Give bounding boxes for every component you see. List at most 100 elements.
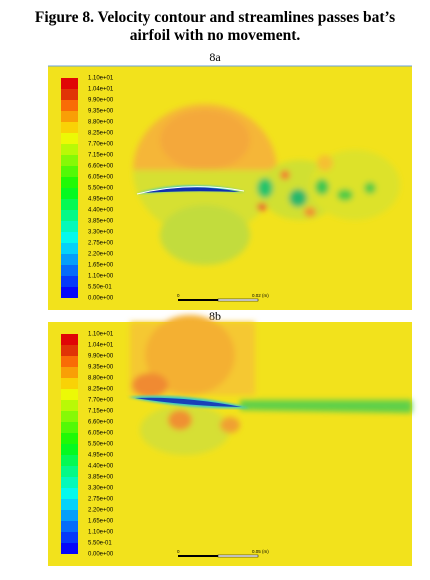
colorbar-swatch (61, 433, 78, 444)
colorbar-label: 5.50e+00 (88, 186, 114, 192)
colorbar-label: 7.15e+00 (88, 153, 114, 159)
colorbar-swatch (61, 111, 78, 122)
colorbar-swatch (61, 188, 78, 199)
colorbar-swatch (61, 400, 78, 411)
colorbar-swatch (61, 210, 78, 221)
colorbar-label: 9.90e+00 (88, 98, 114, 104)
colorbar-label: 1.10e+00 (88, 274, 114, 280)
colorbar-swatch (61, 378, 78, 389)
colorbar-label: 4.95e+00 (88, 453, 114, 459)
colorbar-label: 1.04e+01 (88, 343, 114, 349)
colorbar-swatch (61, 521, 78, 532)
colorbar-label: 1.04e+01 (88, 87, 114, 93)
colorbar-swatch (61, 543, 78, 554)
colorbar-label: 9.90e+00 (88, 354, 114, 360)
scale-label: 0.02 (m) (252, 293, 269, 298)
colorbar-label: 5.50e-01 (88, 541, 112, 547)
airfoil (136, 185, 245, 195)
colorbar-swatch (61, 389, 78, 400)
colorbar-swatch (61, 477, 78, 488)
colorbar-label: 2.75e+00 (88, 497, 114, 503)
colorbar-swatch (61, 488, 78, 499)
colorbar-label: 8.80e+00 (88, 376, 114, 382)
contour-panel: 1.10e+01 1.04e+01 9.90e+00 9.35e+00 8.80e+00… (48, 315, 412, 566)
colorbar-swatch (61, 510, 78, 521)
colorbar-swatch (61, 345, 78, 356)
colorbar-label: 9.35e+00 (88, 365, 114, 371)
colorbar-swatch (61, 122, 78, 133)
colorbar-label: 6.60e+00 (88, 164, 114, 170)
scale-bar (217, 298, 259, 302)
colorbar-label: 9.35e+00 (88, 109, 114, 115)
contours (133, 104, 400, 265)
panel-label: 8b (209, 309, 221, 323)
scale-bar (178, 299, 218, 301)
colorbar-label: 7.70e+00 (88, 398, 114, 404)
colorbar-swatch (61, 276, 78, 287)
colorbar-swatch (61, 466, 78, 477)
colorbar-swatch (61, 334, 78, 345)
colorbar-label: 8.25e+00 (88, 131, 114, 137)
colorbar-swatch (61, 100, 78, 111)
title: Figure 8. Velocity contour and streamlin… (35, 9, 395, 26)
colorbar-label: 4.40e+00 (88, 464, 114, 470)
colorbar-swatch (61, 411, 78, 422)
colorbar-label: 6.05e+00 (88, 431, 114, 437)
colorbar-swatch (61, 89, 78, 100)
scale-label: 0.05 (m) (252, 549, 269, 554)
colorbar-swatch (61, 367, 78, 378)
colorbar-swatch (61, 499, 78, 510)
colorbar-label: 7.15e+00 (88, 409, 114, 415)
colorbar-swatch (61, 455, 78, 466)
colorbar-label: 5.50e+00 (88, 442, 114, 448)
colorbar-label: 4.95e+00 (88, 197, 114, 203)
colorbar-label: 2.75e+00 (88, 241, 114, 247)
airfoil (128, 395, 250, 409)
colorbar-swatch (61, 199, 78, 210)
scale-bar (178, 555, 218, 557)
contour-panel: 1.10e+01 1.04e+01 9.90e+00 9.35e+00 8.80e+00… (48, 65, 412, 310)
colorbar-swatch (61, 254, 78, 265)
colorbar-swatch (61, 144, 78, 155)
colorbar-label: 2.20e+00 (88, 252, 114, 258)
colorbar-label: 3.85e+00 (88, 219, 114, 225)
colorbar-label: 7.70e+00 (88, 142, 114, 148)
colorbar-label: 0.00e+00 (88, 552, 114, 558)
colorbar-label: 4.40e+00 (88, 208, 114, 214)
scale-label: 0 (177, 549, 180, 554)
colorbar-swatch (61, 166, 78, 177)
colorbar-swatch (61, 243, 78, 254)
colorbar-swatch (61, 422, 78, 433)
scale-bar (217, 554, 259, 558)
colorbar-label: 0.00e+00 (88, 296, 114, 302)
colorbar-label: 3.30e+00 (88, 486, 114, 492)
colorbar-label: 8.80e+00 (88, 120, 114, 126)
colorbar-label: 5.50e-01 (88, 285, 112, 291)
colorbar-swatch (61, 133, 78, 144)
contours (130, 315, 412, 455)
colorbar-label: 1.10e+01 (88, 76, 114, 82)
colorbar-label: 2.20e+00 (88, 508, 114, 514)
colorbar-label: 6.05e+00 (88, 175, 114, 181)
colorbar-swatch (61, 532, 78, 543)
colorbar-swatch (61, 221, 78, 232)
colorbar-swatch (61, 356, 78, 367)
colorbar-swatch (61, 265, 78, 276)
colorbar-label: 1.10e+00 (88, 530, 114, 536)
colorbar-label: 3.85e+00 (88, 475, 114, 481)
colorbar-label: 1.65e+00 (88, 519, 114, 525)
colorbar-label: 3.30e+00 (88, 230, 114, 236)
colorbar-swatch (61, 155, 78, 166)
colorbar-label: 8.25e+00 (88, 387, 114, 393)
colorbar-swatch (61, 287, 78, 298)
scale-label: 0 (177, 293, 180, 298)
panel-label: 8a (209, 50, 221, 64)
colorbar-label: 1.65e+00 (88, 263, 114, 269)
colorbar-swatch (61, 78, 78, 89)
colorbar-swatch (61, 177, 78, 188)
colorbar-label: 6.60e+00 (88, 420, 114, 426)
colorbar-swatch (61, 444, 78, 455)
colorbar-label: 1.10e+01 (88, 332, 114, 338)
